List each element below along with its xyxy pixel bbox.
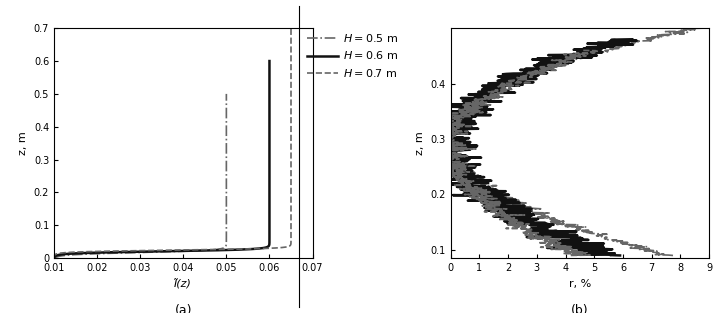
Text: (a): (a) xyxy=(174,304,192,313)
Legend: $H = 0.5$ m, $H = 0.6$ m, $H = 0.7$ m: $H = 0.5$ m, $H = 0.6$ m, $H = 0.7$ m xyxy=(303,28,402,84)
Y-axis label: z, m: z, m xyxy=(18,131,28,155)
X-axis label: Ĩ(z): Ĩ(z) xyxy=(174,279,192,289)
Y-axis label: z, m: z, m xyxy=(415,131,425,155)
Text: (b): (b) xyxy=(571,304,589,313)
X-axis label: r, %: r, % xyxy=(569,279,591,289)
